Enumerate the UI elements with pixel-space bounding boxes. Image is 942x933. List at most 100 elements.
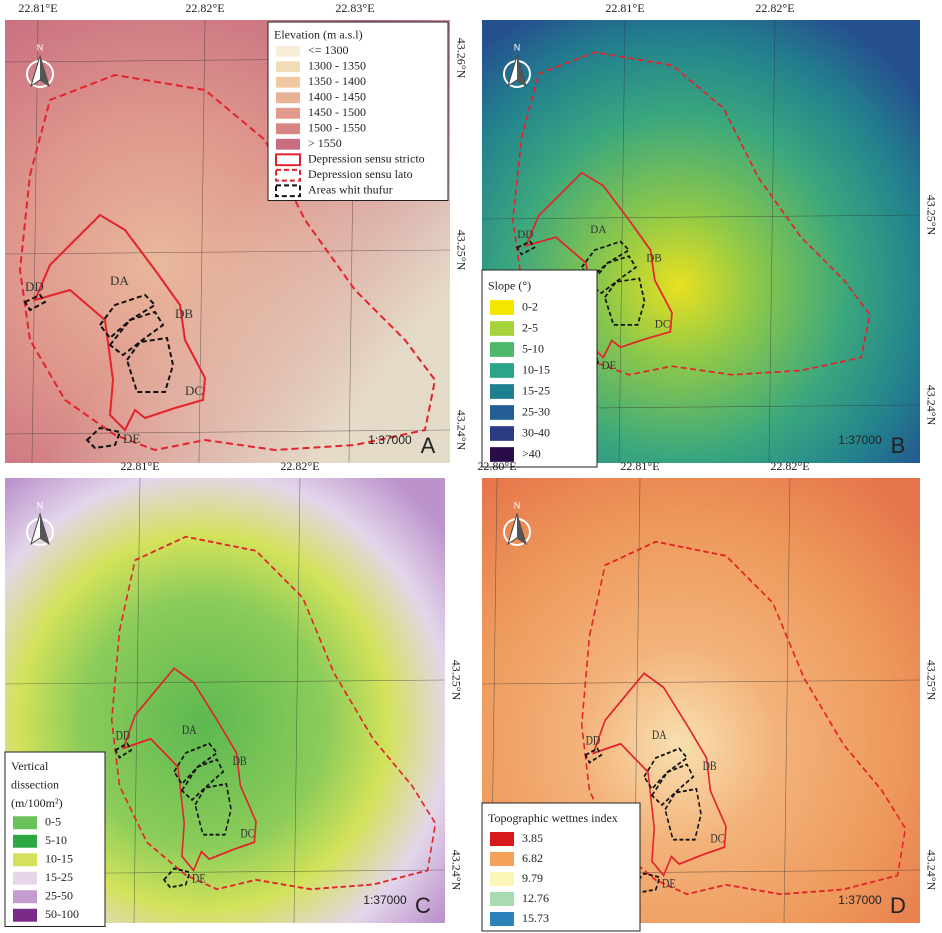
legend-label: 10-15 (522, 362, 550, 376)
figure: 22.81°E 22.82°E 22.83°E 43.26°N 43.25°N 43.24… (0, 0, 942, 933)
latitude-label: 43.26°N (454, 38, 468, 79)
area-label: DB (233, 755, 247, 768)
legend-swatch (276, 139, 300, 150)
legend-swatch (490, 852, 514, 866)
legend-swatch (276, 92, 300, 103)
legend-swatch (490, 363, 514, 378)
legend-label: 0-2 (522, 299, 538, 313)
legend-swatch (13, 872, 37, 885)
longitude-label: 22.81°E (18, 1, 57, 15)
legend-label: 30-40 (522, 425, 550, 439)
north-label: N (514, 42, 521, 52)
scale-label: 1:37000 (838, 893, 882, 907)
legend-label: 1300 - 1350 (308, 59, 366, 73)
north-label: N (37, 500, 44, 510)
area-label: DD (116, 730, 131, 743)
longitude-label: 22.83°E (335, 1, 374, 15)
latitude-label: 43.24°N (454, 410, 468, 451)
legend-label: > 1550 (308, 136, 342, 150)
legend-swatch (13, 909, 37, 922)
legend-swatch (276, 46, 300, 57)
longitude-label: 22.82°E (770, 459, 809, 473)
legend: Slope (°)0-22-55-1010-1515-2525-3030-40>… (482, 270, 597, 467)
legend-label: 2-5 (522, 320, 538, 334)
legend-label: 1400 - 1450 (308, 90, 366, 104)
panel-letter: D (890, 893, 906, 918)
area-label: DC (185, 383, 203, 398)
legend-swatch (490, 384, 514, 399)
area-label: DD (517, 229, 533, 241)
map-panel: 22.81°E22.82°E43.25°N43.24°NDADBDCDDDEN1… (482, 1, 938, 467)
legend-swatch (490, 342, 514, 357)
legend-label: 25-30 (522, 404, 550, 418)
latitude-label: 43.25°N (924, 660, 938, 701)
legend-label: <= 1300 (308, 43, 349, 57)
area-label: DA (182, 724, 197, 737)
legend-label: 1450 - 1500 (308, 105, 366, 119)
legend-label: 50-100 (45, 907, 79, 921)
area-label: DD (586, 735, 601, 748)
area-label: DC (710, 833, 724, 846)
area-label: DB (703, 760, 717, 773)
longitude-label: 22.81°E (120, 459, 159, 473)
legend-label: 10-15 (45, 852, 73, 866)
legend-label: Depression sensu lato (308, 167, 413, 181)
longitude-label: 22.82°E (280, 459, 319, 473)
latitude-label: 43.25°N (454, 230, 468, 271)
scale-label: 1:37000 (363, 893, 407, 907)
legend-title: Slope (°) (488, 278, 531, 292)
legend-swatch (276, 77, 300, 88)
north-label: N (37, 42, 44, 52)
legend-label: 15.73 (522, 911, 549, 925)
legend-title: dissection (11, 778, 59, 792)
longitude-label: 22.82°E (755, 1, 794, 15)
latitude-label: 43.24°N (449, 850, 463, 891)
legend-swatch (13, 853, 37, 866)
latitude-label: 43.24°N (924, 850, 938, 891)
legend-label: >40 (522, 446, 541, 460)
legend-label: 12.76 (522, 891, 549, 905)
longitude-label: 22.82°E (185, 1, 224, 15)
panel-letter: B (891, 433, 906, 458)
legend-label: 1350 - 1400 (308, 74, 366, 88)
latitude-label: 43.25°N (449, 660, 463, 701)
legend-label: Depression sensu stricto (308, 152, 425, 166)
area-label: DB (646, 252, 662, 264)
legend-label: 9.79 (522, 871, 543, 885)
area-label: DE (662, 878, 676, 891)
legend: Topographic wettnes index3.856.829.7912.… (482, 803, 640, 931)
legend-label: 25-50 (45, 889, 73, 903)
north-label: N (514, 500, 521, 510)
page: {"panels": [ {"letter": "A", "scale": "1… (0, 0, 942, 933)
legend-swatch (490, 892, 514, 906)
map-panel: 22.81°E 22.82°E 43.25°N 43.24°N DA DB DC DD DE N 1… (5, 459, 463, 927)
area-label: DA (652, 729, 667, 742)
area-label: DB (175, 306, 193, 321)
legend-title: (m/100m²) (11, 796, 63, 810)
legend: Elevation (m a.s.l)<= 1300 1300 - 1350135… (268, 22, 448, 201)
latitude-label: 43.24°N (924, 385, 938, 426)
map-panel: 22.81°E 22.82°E 22.83°E 43.26°N 43.25°N 43.24… (5, 1, 468, 463)
longitude-label: 22.80°E (477, 459, 516, 473)
legend-label: 1500 - 1550 (308, 121, 366, 135)
legend-title: Elevation (m a.s.l) (274, 28, 363, 42)
area-label: DA (590, 224, 606, 236)
legend-label: 15-25 (45, 870, 73, 884)
legend-title: Vertical (11, 759, 49, 773)
area-label: DC (240, 828, 254, 841)
legend-swatch (490, 405, 514, 420)
legend-label: 5-10 (522, 341, 544, 355)
legend-label: Areas whit thufur (308, 183, 393, 197)
area-label: DE (192, 873, 206, 886)
legend-label: 0-5 (45, 815, 61, 829)
legend-label: 5-10 (45, 833, 67, 847)
scale-label: 1:37000 (368, 433, 412, 447)
legend-swatch (490, 426, 514, 441)
legend-label: 6.82 (522, 851, 543, 865)
area-label: DD (25, 279, 44, 294)
legend-swatch (13, 835, 37, 848)
legend-swatch (490, 912, 514, 926)
legend-swatch (490, 300, 514, 315)
longitude-label: 22.81°E (605, 1, 644, 15)
